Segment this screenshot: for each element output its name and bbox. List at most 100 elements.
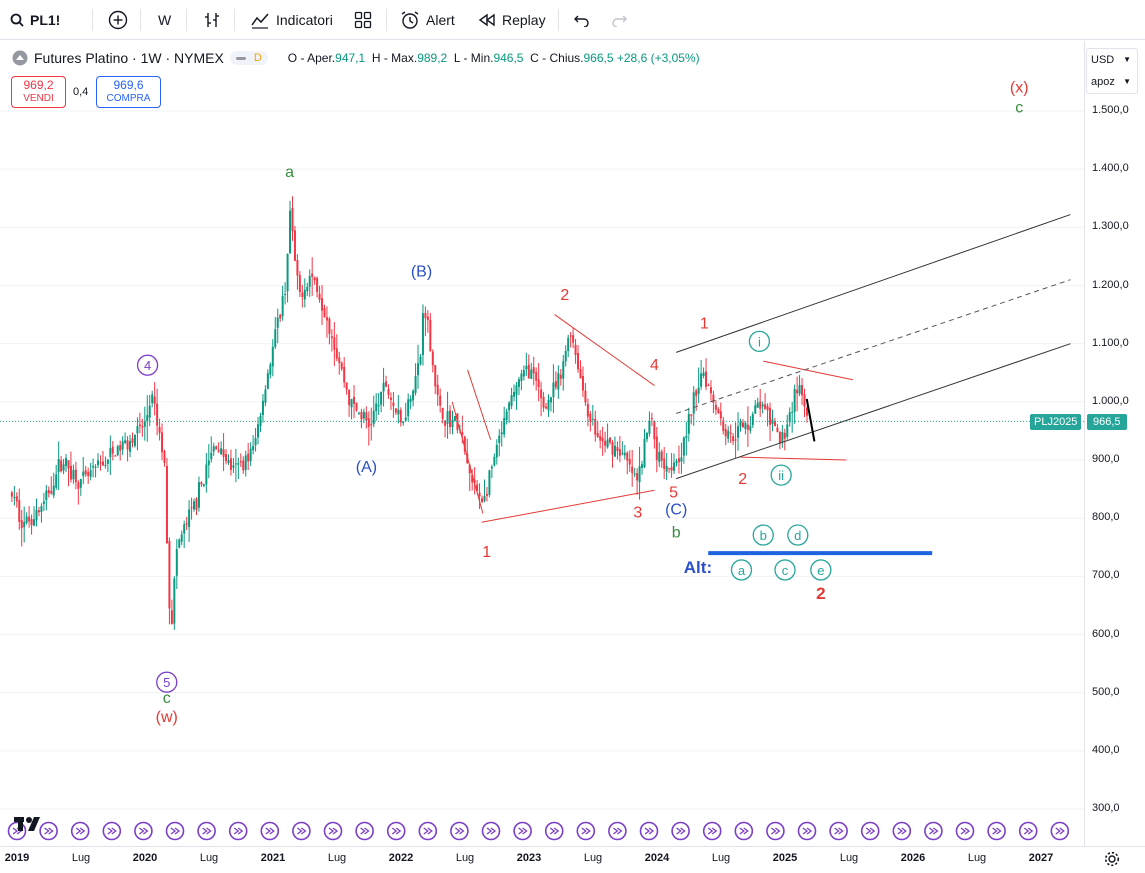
- platinum-logo-icon: [12, 50, 28, 66]
- candle-body: [348, 390, 351, 406]
- chart-type-button[interactable]: [203, 0, 221, 40]
- candle-body: [771, 419, 774, 424]
- wave-label: b: [672, 525, 681, 542]
- candle-body: [687, 413, 690, 434]
- x-tick-label: Lug: [327, 852, 347, 864]
- currency-label[interactable]: USD ▼: [1087, 49, 1137, 71]
- symbol-search-button[interactable]: PL1!: [10, 0, 60, 40]
- trend-line: [554, 314, 655, 386]
- tradingview-logo-icon[interactable]: [14, 814, 46, 832]
- sell-button[interactable]: 969,2 VENDI: [11, 76, 66, 108]
- candle-body: [673, 462, 676, 471]
- candle-body: [776, 427, 779, 432]
- event-marker-arrow: [75, 827, 86, 835]
- candle-body: [175, 549, 178, 576]
- event-marker-arrow: [297, 827, 307, 835]
- candle-body: [527, 364, 530, 378]
- y-tick-label: 500,0: [1092, 685, 1120, 698]
- candle-body: [786, 424, 789, 437]
- wave-label-circle: [752, 524, 774, 546]
- alert-button[interactable]: Alert: [400, 0, 455, 40]
- candle-body: [663, 458, 666, 469]
- currency-selector[interactable]: USD ▼ apoz ▼: [1086, 48, 1138, 94]
- candle-body: [151, 394, 154, 404]
- wave-label: (B): [411, 264, 432, 281]
- undo-button[interactable]: [573, 0, 591, 40]
- time-axis[interactable]: [0, 846, 1145, 873]
- candle-body: [257, 424, 260, 438]
- candle-body: [520, 373, 523, 381]
- event-marker-arrow: [897, 827, 907, 835]
- candle-body: [766, 406, 769, 411]
- candle-body: [291, 207, 294, 232]
- wave-label: i: [758, 334, 761, 349]
- indicators-label: Indicatori: [276, 12, 333, 28]
- candle-body: [505, 411, 508, 420]
- trend-line: [676, 279, 1071, 414]
- trend-line: [763, 360, 853, 381]
- candle-body: [421, 313, 424, 356]
- candle-body: [412, 390, 415, 401]
- event-marker-arrow: [233, 827, 244, 835]
- price-axis[interactable]: [1084, 41, 1145, 846]
- candle-body: [205, 464, 208, 485]
- replay-button[interactable]: Replay: [478, 0, 546, 40]
- candle-body: [350, 399, 353, 408]
- candle-body: [399, 409, 402, 423]
- event-marker-arrow: [739, 827, 749, 835]
- candle-body: [549, 397, 552, 403]
- y-tick-label: 400,0: [1092, 743, 1120, 756]
- candle-body: [321, 298, 324, 311]
- compare-add-button[interactable]: [108, 0, 128, 40]
- candle-body: [616, 447, 619, 451]
- redo-button[interactable]: [610, 0, 628, 40]
- candle-body: [621, 452, 624, 454]
- candle-body: [355, 402, 358, 411]
- candle-body: [190, 507, 193, 509]
- candle-body: [641, 464, 644, 468]
- candle-body: [547, 399, 550, 411]
- candle-body: [94, 466, 97, 468]
- candle-body: [116, 446, 119, 456]
- candle-body: [301, 292, 304, 298]
- candle-body: [10, 492, 13, 497]
- y-tick-label: 1.500,0: [1092, 104, 1129, 116]
- event-marker-arrow: [549, 827, 560, 835]
- buy-button[interactable]: 969,6 COMPRA: [96, 76, 161, 108]
- delay-badge[interactable]: D: [229, 51, 268, 65]
- candle-body: [338, 357, 341, 363]
- candle-body: [193, 501, 196, 510]
- candle-body: [37, 510, 40, 513]
- candle-body: [446, 411, 449, 424]
- candle-body: [170, 610, 173, 625]
- candle-body: [397, 409, 400, 415]
- y-tick-label: 300,0: [1092, 802, 1120, 814]
- candle-body: [407, 399, 410, 417]
- candle-body: [498, 435, 501, 443]
- candle-body: [82, 471, 85, 477]
- candle-body: [577, 353, 580, 370]
- candle-body: [591, 418, 594, 420]
- alarm-clock-icon: [401, 11, 419, 29]
- candle-body: [680, 457, 683, 462]
- candle-body: [101, 461, 104, 466]
- x-tick-label: Lug: [711, 852, 731, 864]
- candle-body: [761, 404, 764, 407]
- candle-body: [45, 490, 48, 501]
- candle-body: [237, 463, 240, 465]
- candle-body: [468, 464, 471, 474]
- interval-button[interactable]: W: [158, 0, 171, 40]
- sell-label: VENDI: [23, 93, 54, 104]
- candle-body: [252, 446, 255, 451]
- candle-body: [168, 540, 171, 609]
- layouts-button[interactable]: [354, 0, 372, 40]
- indicators-button[interactable]: Indicatori: [250, 0, 333, 40]
- candle-body: [141, 426, 144, 428]
- unit-label[interactable]: apoz ▼: [1087, 71, 1137, 93]
- alert-label: Alert: [426, 12, 455, 28]
- settings-gear-icon[interactable]: [1104, 851, 1120, 867]
- candle-body: [340, 362, 343, 369]
- event-marker-arrow: [170, 827, 181, 835]
- candle-body: [769, 407, 772, 425]
